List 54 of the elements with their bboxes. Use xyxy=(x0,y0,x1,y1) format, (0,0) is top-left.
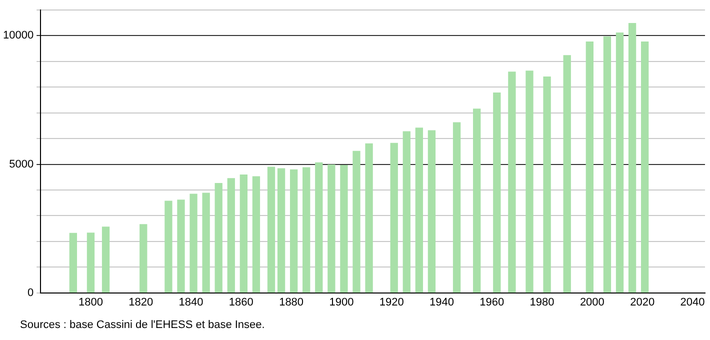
bar xyxy=(328,164,336,293)
bar xyxy=(526,70,534,293)
bar xyxy=(202,192,210,293)
bar xyxy=(628,23,636,293)
bar xyxy=(428,130,436,293)
bar xyxy=(352,150,360,293)
bar xyxy=(452,122,461,293)
x-tick-label: 2000 xyxy=(580,296,604,308)
y-tick-label: 5000 xyxy=(9,158,34,170)
bar xyxy=(177,200,185,293)
x-tick-label: 1980 xyxy=(530,296,554,308)
bar xyxy=(302,167,310,293)
bar xyxy=(102,226,110,293)
bar xyxy=(493,92,501,293)
x-tick-label: 1920 xyxy=(379,296,404,308)
x-tick-label: 1800 xyxy=(78,296,103,308)
x-tick-label: 2040 xyxy=(680,296,705,308)
bar xyxy=(267,166,276,293)
x-tick-label: 1960 xyxy=(480,296,504,308)
x-tick-label: 1900 xyxy=(329,296,354,308)
bar xyxy=(164,200,172,293)
x-tick-label: 1880 xyxy=(279,296,304,308)
bar xyxy=(277,168,286,293)
bar xyxy=(563,55,571,293)
bar xyxy=(603,36,612,293)
bar xyxy=(315,162,323,293)
bar xyxy=(240,174,248,293)
bar xyxy=(586,42,594,293)
bar xyxy=(190,194,198,293)
bar xyxy=(140,224,148,293)
bar xyxy=(365,143,373,293)
y-tick-label: 10000 xyxy=(2,30,34,42)
bar xyxy=(214,182,222,293)
bar xyxy=(390,142,398,293)
x-tick-label: 1860 xyxy=(228,296,254,308)
bar xyxy=(402,131,410,293)
x-tick-label: 1820 xyxy=(128,296,154,308)
bar xyxy=(290,169,298,293)
source-note: Sources : base Cassini de l'EHESS et base Insee. xyxy=(20,319,265,331)
y-tick-label: 0 xyxy=(27,286,34,299)
bar xyxy=(69,232,78,293)
bar xyxy=(640,42,649,293)
bar xyxy=(473,108,481,293)
bar xyxy=(616,32,624,293)
bar xyxy=(340,164,348,293)
x-tick-label: 1840 xyxy=(178,296,204,308)
x-tick-label: 2020 xyxy=(630,296,655,308)
bar xyxy=(415,128,424,293)
bar xyxy=(86,232,95,293)
bar xyxy=(227,178,235,293)
bar xyxy=(252,176,260,293)
bar xyxy=(543,76,551,293)
x-tick-label: 1940 xyxy=(430,296,454,308)
bar xyxy=(508,72,516,293)
